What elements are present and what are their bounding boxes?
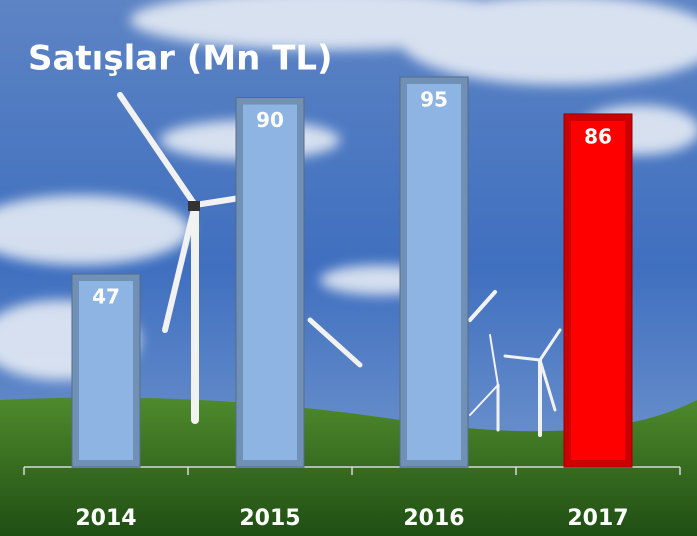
x-tick-label: 2017 bbox=[567, 506, 628, 531]
x-tick-label: 2015 bbox=[239, 506, 300, 531]
value-label: 47 bbox=[92, 285, 120, 309]
value-label: 95 bbox=[420, 88, 448, 112]
value-label: 90 bbox=[256, 108, 284, 132]
bar-face bbox=[571, 121, 625, 460]
x-tick-label: 2014 bbox=[75, 506, 136, 531]
chart-title: Satışlar (Mn TL) bbox=[28, 39, 333, 79]
x-tick-label: 2016 bbox=[403, 506, 464, 531]
page: Satışlar (Mn TL) 47 2014 90 2015 95 2016 86 201… bbox=[0, 0, 697, 536]
bar-face bbox=[407, 84, 461, 460]
bar-face bbox=[243, 105, 297, 460]
value-label: 86 bbox=[584, 124, 612, 148]
chart: Satışlar (Mn TL) 47 2014 90 2015 95 2016 86 201… bbox=[0, 0, 697, 536]
